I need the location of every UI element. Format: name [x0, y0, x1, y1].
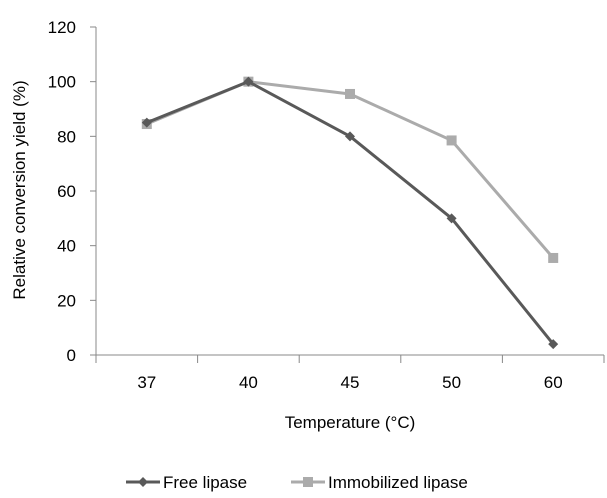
y-axis-title: Relative conversion yield (%) [10, 80, 29, 299]
x-tick-label: 37 [137, 373, 156, 392]
y-tick-label: 40 [57, 237, 76, 256]
y-tick-label: 20 [57, 291, 76, 310]
legend-swatch-marker [138, 477, 148, 487]
y-tick-label: 60 [57, 182, 76, 201]
data-point [548, 252, 559, 263]
y-tick-label: 100 [48, 73, 76, 92]
legend-swatch-marker [303, 477, 313, 487]
series-1 [141, 76, 559, 263]
x-tick-label: 40 [239, 373, 258, 392]
x-tick-label: 60 [544, 373, 563, 392]
legend-item: Free lipase [126, 473, 247, 492]
data-point [141, 117, 152, 128]
legend: Free lipase Immobilized lipase [126, 473, 468, 492]
y-tick-label: 0 [67, 346, 76, 365]
data-point [446, 213, 457, 224]
data-point [345, 88, 355, 99]
series-0 [141, 76, 559, 350]
legend-label: Free lipase [163, 473, 247, 492]
legend-label: Immobilized lipase [328, 473, 468, 492]
y-axis-ticks: 0 20 40 60 80 100 120 [48, 18, 96, 365]
series-line [146, 80, 555, 259]
y-tick-label: 80 [57, 127, 76, 146]
data-point [243, 76, 254, 87]
x-axis-ticks: 37 40 45 50 60 [95, 355, 605, 392]
x-axis-title: Temperature (°C) [285, 413, 416, 432]
x-tick-label: 50 [442, 373, 461, 392]
x-tick-label: 45 [341, 373, 360, 392]
data-point [345, 131, 355, 142]
data-point [548, 339, 559, 350]
y-tick-label: 120 [48, 18, 76, 37]
series-line [146, 80, 555, 346]
data-point [446, 135, 457, 146]
series-layer [141, 76, 559, 350]
legend-item: Immobilized lipase [291, 473, 468, 492]
